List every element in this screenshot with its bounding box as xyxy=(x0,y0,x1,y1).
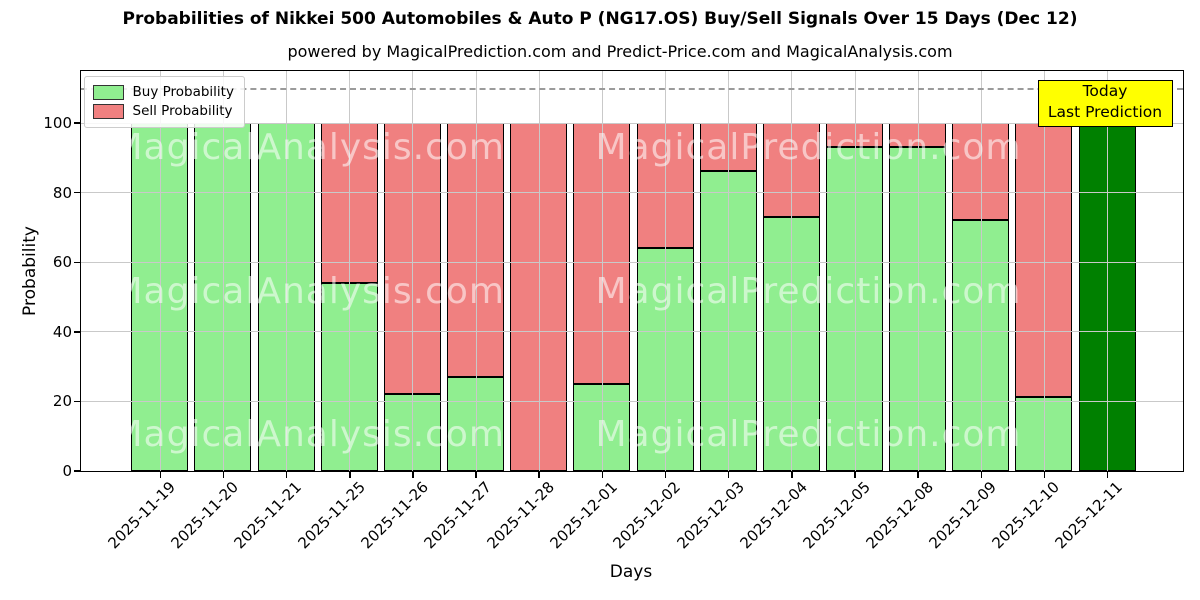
x-tick-mark-2025-12-03 xyxy=(727,471,730,478)
horizontal-gridline-20 xyxy=(80,400,1183,402)
x-tick-label-2025-12-08: 2025-12-08 xyxy=(862,478,937,553)
x-tick-label-2025-12-10: 2025-12-10 xyxy=(988,478,1064,553)
x-tick-mark-2025-11-28 xyxy=(538,471,540,478)
vertical-gridline-6 xyxy=(538,70,540,471)
today-line1: Today xyxy=(1082,81,1128,100)
horizontal-gridline-40 xyxy=(80,331,1183,333)
legend-sell-label: Sell Probability xyxy=(132,103,233,119)
y-tick-label-100: 100 xyxy=(43,114,72,133)
legend: Buy Probability Sell Probability xyxy=(83,75,245,128)
vertical-gridline-9 xyxy=(728,70,730,471)
x-tick-mark-2025-12-09 xyxy=(980,471,983,478)
x-tick-label-2025-12-03: 2025-12-03 xyxy=(673,478,748,553)
vertical-gridline-10 xyxy=(791,70,793,471)
x-tick-mark-2025-11-26 xyxy=(412,471,414,478)
x-tick-mark-2025-12-05 xyxy=(854,471,856,478)
vertical-gridline-2 xyxy=(286,70,288,471)
plot-area: MagicalAnalysis.com MagicalPrediction.com… xyxy=(79,69,1184,472)
vertical-gridline-13 xyxy=(980,70,982,471)
y-tick-mark-80 xyxy=(74,191,81,194)
y-tick-mark-40 xyxy=(74,331,81,333)
x-tick-mark-2025-11-25 xyxy=(349,471,351,478)
x-tick-label-2025-11-21: 2025-11-21 xyxy=(230,478,306,553)
x-tick-label-2025-12-09: 2025-12-09 xyxy=(925,478,1001,553)
vertical-gridline-3 xyxy=(349,70,351,471)
legend-buy-label: Buy Probability xyxy=(132,84,234,100)
x-tick-label-2025-11-28: 2025-11-28 xyxy=(483,478,558,553)
x-tick-label-2025-12-01: 2025-12-01 xyxy=(546,478,622,553)
horizontal-gridline-80 xyxy=(80,192,1183,194)
x-tick-label-2025-12-05: 2025-12-05 xyxy=(799,478,874,553)
y-tick-mark-20 xyxy=(74,400,81,403)
today-line2: Last Prediction xyxy=(1047,103,1163,121)
x-tick-mark-2025-12-01 xyxy=(601,471,604,478)
vertical-gridline-4 xyxy=(412,70,414,471)
x-tick-label-2025-11-27: 2025-11-27 xyxy=(420,478,495,553)
y-tick-mark-60 xyxy=(74,261,81,264)
y-axis-title: Probability xyxy=(20,226,40,316)
vertical-gridline-1 xyxy=(222,70,224,471)
y-tick-label-80: 80 xyxy=(52,183,72,202)
sell-swatch-icon xyxy=(92,103,124,119)
x-tick-label-2025-12-04: 2025-12-04 xyxy=(736,478,811,553)
x-axis-title: Days xyxy=(609,562,653,582)
y-tick-label-40: 40 xyxy=(52,322,72,341)
x-tick-mark-2025-12-08 xyxy=(917,471,919,478)
x-tick-mark-2025-11-19 xyxy=(159,471,162,478)
x-tick-mark-2025-12-11 xyxy=(1106,471,1109,478)
x-tick-mark-2025-11-27 xyxy=(475,471,477,478)
legend-item-buy: Buy Probability xyxy=(92,83,234,102)
y-tick-label-20: 20 xyxy=(52,392,72,411)
vertical-gridline-8 xyxy=(665,70,667,471)
y-tick-label-60: 60 xyxy=(52,253,72,272)
x-tick-label-2025-11-25: 2025-11-25 xyxy=(294,478,369,553)
x-tick-label-2025-11-19: 2025-11-19 xyxy=(104,478,180,553)
x-tick-mark-2025-12-02 xyxy=(664,471,667,478)
x-tick-mark-2025-12-10 xyxy=(1043,471,1046,478)
vertical-gridline-7 xyxy=(601,70,603,471)
horizontal-gridline-60 xyxy=(80,261,1183,263)
vertical-gridline-11 xyxy=(854,70,856,471)
x-tick-label-2025-12-11: 2025-12-11 xyxy=(1051,478,1127,553)
x-tick-mark-2025-11-21 xyxy=(285,471,288,478)
vertical-gridline-5 xyxy=(475,70,477,471)
chart-title: Probabilities of Nikkei 500 Automobiles … xyxy=(122,9,1078,29)
y-tick-label-0: 0 xyxy=(62,462,72,480)
x-tick-mark-2025-11-20 xyxy=(222,471,225,478)
today-annotation: Today Last Prediction xyxy=(1037,79,1173,127)
x-tick-label-2025-12-02: 2025-12-02 xyxy=(609,478,685,553)
x-tick-mark-2025-12-04 xyxy=(791,471,793,478)
buy-swatch-icon xyxy=(92,84,124,100)
vertical-gridline-15 xyxy=(1107,70,1109,471)
horizontal-gridline-100 xyxy=(80,122,1183,124)
y-tick-mark-100 xyxy=(74,122,81,124)
legend-item-sell: Sell Probability xyxy=(92,102,234,121)
x-tick-label-2025-11-26: 2025-11-26 xyxy=(357,478,432,553)
y-tick-mark-0 xyxy=(74,470,81,472)
vertical-gridline-12 xyxy=(917,70,919,471)
vertical-gridline-14 xyxy=(1043,70,1045,471)
dashed-guideline xyxy=(80,87,1183,90)
chart-subtitle: powered by MagicalPrediction.com and Pre… xyxy=(287,42,953,61)
vertical-gridline-0 xyxy=(159,70,161,471)
x-tick-label-2025-11-20: 2025-11-20 xyxy=(167,478,243,553)
